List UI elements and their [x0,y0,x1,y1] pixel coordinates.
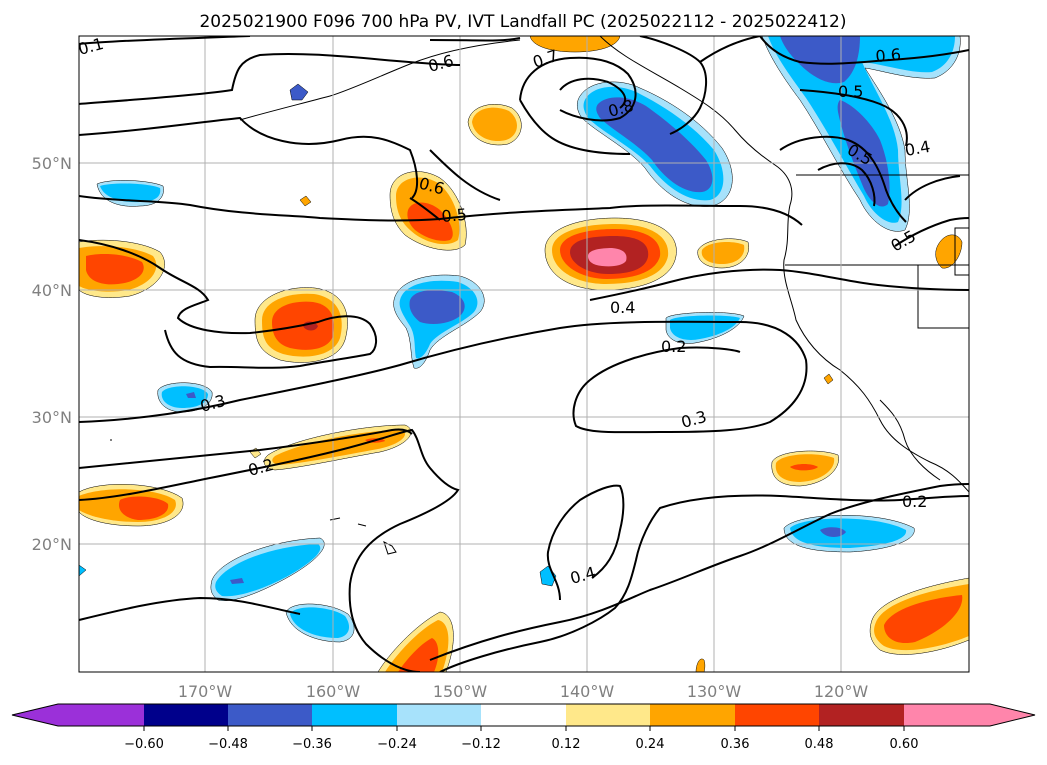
pv-positive-region [588,248,627,267]
pv-positive-region [299,195,312,207]
pv-negative-region [215,544,321,597]
contour-label: 0.5 [838,82,863,101]
contour-label: 0.1 [76,34,106,59]
colorbar: −0.60 −0.48 −0.36 −0.24 −0.12 0.12 0.24 … [11,703,1036,752]
colorbar-segment [228,704,312,726]
lat-label: 30°N [32,408,72,427]
pv-positive-region [823,373,834,385]
colorbar-segment [312,704,397,726]
contour-label: 0.5 [441,205,468,226]
colorbar-segment [481,704,566,726]
pv-positive-region [884,595,963,644]
contour-label: 0.6 [875,45,902,66]
pv-positive-region [695,658,706,672]
pv-positive-region [86,254,144,285]
coastlines [110,36,969,555]
pv-negative-region [837,100,890,207]
pv-negative-region [289,83,309,101]
colorbar-segment [397,704,481,726]
colorbar-segment [58,704,144,726]
colorbar-tick-label: −0.48 [208,737,248,752]
pv-negative-region [820,527,846,537]
lon-label: 160°W [306,682,361,701]
lat-label: 50°N [32,154,72,173]
pv-negative-region [230,578,244,584]
colorbar-tick-label: −0.24 [377,737,417,752]
pv-negative-region [290,607,350,638]
contour-label: 0.2 [661,337,686,356]
lat-labels: 50°N 40°N 30°N 20°N [32,154,72,554]
pv-positive-region [398,638,439,672]
pv-positive-region [790,464,818,471]
colorbar-tick-label: 0.48 [805,737,834,752]
map-title: 2025021900 F096 700 hPa PV, IVT Landfall… [199,12,846,32]
contour-label: 0.2 [902,492,927,511]
pv-negative-region [100,183,161,203]
colorbar-segment [819,704,904,726]
pv-negative-region [79,564,87,577]
colorbar-segment [144,704,228,726]
pv-positive-region [529,36,621,53]
colorbar-tick-label: 0.60 [890,737,919,752]
pv-negative-region [790,518,907,548]
pv-positive-region [472,107,517,142]
contour-label: 0.4 [903,137,931,160]
colorbar-extend-low [12,704,58,726]
lat-label: 40°N [32,281,72,300]
lon-label: 130°W [687,682,742,701]
pv-negative-region [780,36,860,84]
colorbar-tick-label: 0.36 [721,737,750,752]
pv-negative-region [409,290,465,324]
pv-negative-region [161,386,208,408]
colorbar-tick-label: 0.12 [552,737,581,752]
colorbar-extend-high [990,704,1035,726]
colorbar-segment [735,704,819,726]
lon-label: 140°W [560,682,615,701]
colorbar-segment [650,704,735,726]
colorbar-tick-label: −0.60 [124,737,164,752]
pv-positive-region [118,496,169,520]
pv-negative-region [596,97,713,193]
ivt-contours [79,36,969,672]
lon-label: 120°W [814,682,869,701]
colorbar-segment [566,704,650,726]
lat-label: 20°N [32,535,72,554]
colorbar-tick-label: −0.12 [461,737,501,752]
pv-positive-region [407,202,453,241]
colorbar-segment [904,704,990,726]
contour-label: 0.4 [610,298,635,317]
lon-label: 170°W [178,682,233,701]
pv-negative-region [186,392,196,398]
map-area: 0.1 0.6 0.7 0.8 0.6 0.5 0.6 0.5 0.4 0.5 … [76,34,969,672]
lon-labels: 170°W 160°W 150°W 140°W 130°W 120°W [178,682,869,701]
colorbar-tick-label: −0.36 [292,737,332,752]
colorbar-tick-label: 0.24 [636,737,665,752]
map-frame [78,35,970,673]
lon-label: 150°W [433,682,488,701]
pv-positive-region [701,242,745,264]
